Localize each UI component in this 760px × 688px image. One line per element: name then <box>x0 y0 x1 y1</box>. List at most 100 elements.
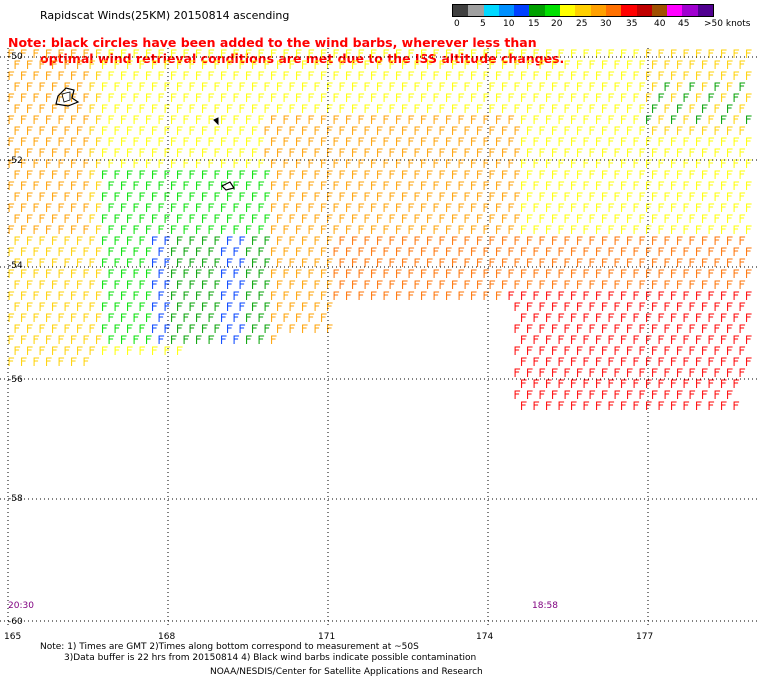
wind-barb <box>333 71 340 80</box>
wind-barb <box>527 148 533 157</box>
wind-barb <box>321 71 327 80</box>
wind-barb <box>746 313 752 322</box>
wind-barb <box>214 170 221 179</box>
wind-barb <box>552 280 558 289</box>
wind-barb <box>133 159 140 168</box>
wind-barb <box>14 302 21 311</box>
wind-barb <box>689 126 696 135</box>
wind-barb <box>21 335 27 344</box>
wind-barb <box>89 214 96 223</box>
wind-barb <box>321 115 327 124</box>
wind-barb <box>46 49 52 58</box>
wind-barb <box>83 335 90 344</box>
wind-barb <box>646 313 652 322</box>
wind-barb <box>521 269 527 278</box>
wind-barb <box>227 126 233 135</box>
wind-barb <box>421 225 427 234</box>
wind-barb <box>646 137 652 146</box>
wind-barb <box>277 104 283 113</box>
wind-barb <box>446 71 452 80</box>
wind-barb <box>139 170 146 179</box>
wind-barb <box>39 236 46 245</box>
wind-barb <box>564 148 571 157</box>
wind-barb <box>221 225 227 234</box>
wind-barb <box>183 247 190 256</box>
wind-barb <box>164 258 171 267</box>
wind-barb <box>633 159 640 168</box>
wind-barb <box>502 104 508 113</box>
wind-barb <box>627 170 633 179</box>
wind-barb <box>46 159 52 168</box>
wind-barb <box>733 49 740 58</box>
wind-barb <box>114 346 121 355</box>
wind-barb <box>702 148 708 157</box>
wind-barb <box>183 49 190 58</box>
wind-barb <box>533 159 540 168</box>
wind-barb <box>58 203 65 212</box>
wind-barb <box>146 335 152 344</box>
legend-label: 15 <box>528 19 540 29</box>
wind-barb <box>233 159 240 168</box>
wind-barb <box>602 170 608 179</box>
wind-barb <box>571 335 577 344</box>
wind-barb <box>646 335 652 344</box>
wind-barb <box>214 214 221 223</box>
wind-barb <box>546 137 552 146</box>
wind-barb <box>408 115 415 124</box>
wind-barb <box>408 159 415 168</box>
wind-barb <box>77 126 83 135</box>
wind-barb <box>27 258 33 267</box>
wind-barb <box>277 192 283 201</box>
wind-barb <box>302 126 308 135</box>
wind-barb <box>133 313 140 322</box>
wind-barb <box>671 181 677 190</box>
wind-barb <box>383 291 390 300</box>
wind-barb <box>696 181 702 190</box>
wind-barb <box>558 313 565 322</box>
wind-barb <box>514 236 521 245</box>
wind-barb <box>608 49 615 58</box>
wind-barb <box>202 104 208 113</box>
legend-labels: 0 5 10 15 20 25 30 35 40 45 >50 knots <box>452 17 751 31</box>
wind-barb <box>352 214 358 223</box>
wind-barb <box>558 379 565 388</box>
wind-barb <box>202 302 208 311</box>
wind-barb <box>71 159 77 168</box>
wind-barb <box>239 214 246 223</box>
wind-barb <box>577 214 583 223</box>
wind-barb <box>427 82 433 91</box>
wind-barb <box>189 170 196 179</box>
wind-barb <box>96 49 102 58</box>
wind-barb <box>639 148 646 157</box>
legend-label: 20 <box>551 19 563 29</box>
wind-barb <box>333 115 340 124</box>
wind-barb <box>646 401 652 410</box>
legend-swatch <box>483 5 499 16</box>
wind-barb <box>733 181 740 190</box>
wind-barb <box>133 49 140 58</box>
wind-barb <box>208 115 215 124</box>
wind-barb <box>589 192 596 201</box>
wind-barb <box>214 258 221 267</box>
wind-barb <box>221 203 227 212</box>
wind-barb <box>596 313 602 322</box>
wind-barb <box>427 280 433 289</box>
wind-barb <box>464 104 471 113</box>
wind-barb <box>502 126 508 135</box>
wind-barb <box>621 49 627 58</box>
wind-barb <box>196 291 202 300</box>
wind-barb <box>739 302 746 311</box>
wind-barb <box>321 291 327 300</box>
note-line-1: Note: black circles have been added to t… <box>8 35 537 50</box>
wind-barb <box>177 104 183 113</box>
wind-barb <box>189 258 196 267</box>
wind-barb <box>46 225 52 234</box>
wind-barb <box>114 236 121 245</box>
wind-barb <box>558 49 565 58</box>
wind-barb <box>271 335 277 344</box>
wind-barb <box>527 258 533 267</box>
time-label-right: 18:58 <box>532 601 558 611</box>
wind-barb <box>602 148 608 157</box>
wind-barb <box>458 49 465 58</box>
wind-barb <box>158 203 165 212</box>
